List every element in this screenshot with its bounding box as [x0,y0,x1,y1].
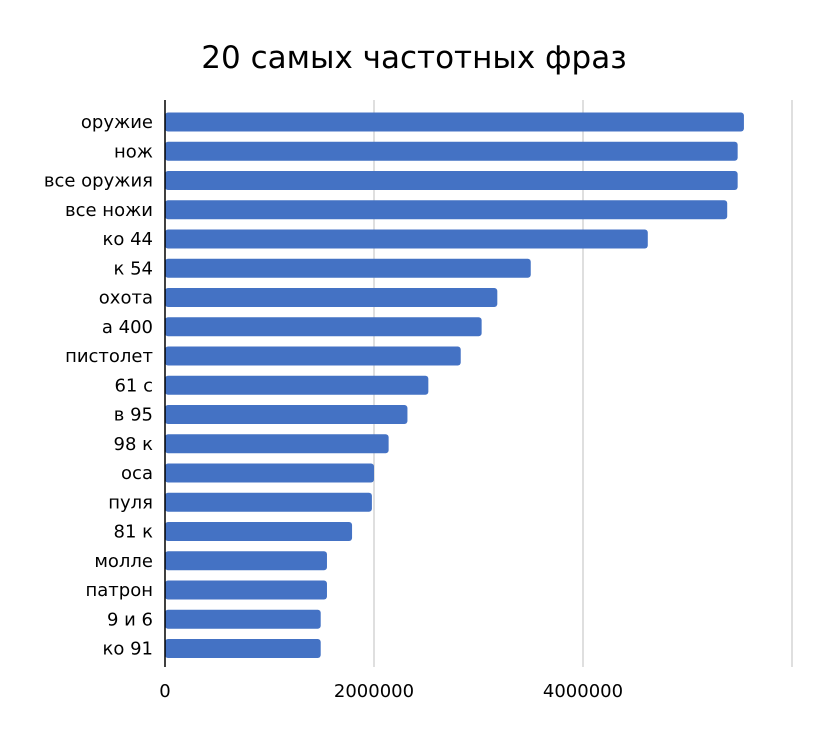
category-label: а 400 [102,317,153,338]
category-label: патрон [86,580,154,601]
bar [165,317,482,337]
category-label: все оружия [44,171,153,192]
bar [165,551,327,571]
bar [165,171,738,190]
bar [165,375,429,395]
bar [165,112,744,132]
category-label: в 95 [114,405,153,426]
x-tick-labels: 0 2000000 4000000 [159,681,623,702]
bar [165,288,498,307]
category-label: пуля [108,492,153,513]
category-label: ко 44 [102,229,153,250]
bar [165,258,531,278]
bar [165,141,738,161]
category-label: пистолет [65,346,153,367]
category-label: все ножи [65,200,153,221]
category-label: 81 к [114,522,154,543]
category-label: 9 и 6 [107,609,153,630]
bar [165,463,374,483]
bar [165,405,408,424]
category-label: 61 с [114,375,153,396]
category-label: охота [99,288,153,309]
bar [165,346,461,366]
category-labels: оружие нож все оружия все ножи ко 44 к 54 охот… [44,112,153,660]
category-label: к 54 [114,258,154,279]
x-tick-label: 4000000 [543,681,623,702]
bar [165,434,389,454]
x-tick-label: 0 [159,681,170,702]
chart-title: 20 самых частотных фраз [201,40,626,76]
bars [165,112,744,658]
bar [165,229,648,249]
bar [165,580,327,600]
bar [165,522,353,541]
bar [165,639,321,658]
category-label: нож [114,141,153,162]
x-tick-label: 2000000 [334,681,414,702]
category-label: оса [121,463,153,484]
category-label: оружие [81,112,153,133]
bar [165,609,321,629]
bar [165,492,372,512]
category-label: 98 к [114,434,154,455]
bar [165,200,728,220]
category-label: молле [94,551,153,572]
category-label: ко 91 [102,639,153,660]
